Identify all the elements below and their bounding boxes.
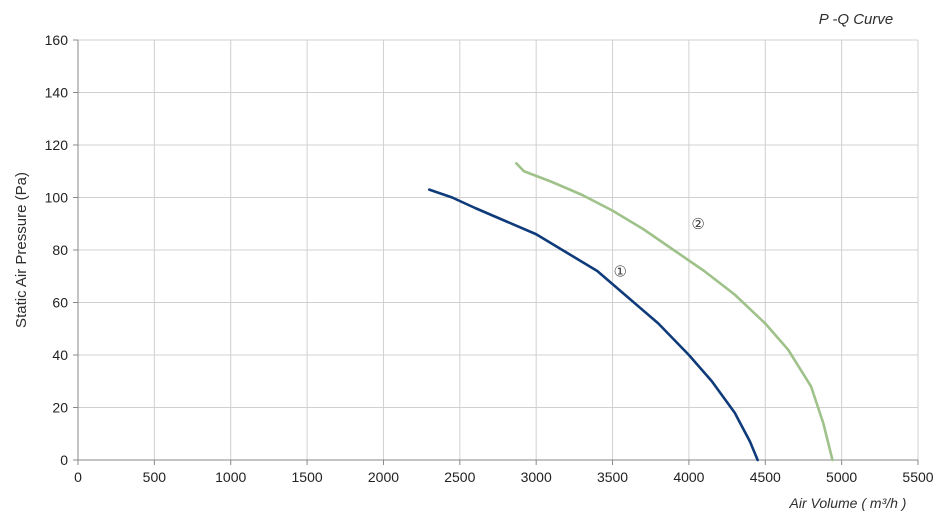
y-tick-label: 160 [45, 32, 69, 48]
x-tick-label: 0 [74, 469, 82, 485]
x-tick-label: 5000 [826, 469, 857, 485]
y-tick-label: 0 [60, 452, 68, 468]
y-tick-label: 140 [45, 85, 69, 101]
y-tick-label: 100 [45, 190, 69, 206]
x-tick-label: 1500 [292, 469, 323, 485]
x-tick-label: 5500 [902, 469, 933, 485]
y-axis-label: Static Air Pressure (Pa) [13, 172, 30, 328]
chart-svg: 0500100015002000250030003500400045005000… [0, 0, 934, 520]
x-tick-label: 2500 [444, 469, 475, 485]
y-tick-label: 40 [52, 347, 68, 363]
x-tick-label: 4500 [750, 469, 781, 485]
y-tick-label: 120 [45, 137, 69, 153]
x-tick-label: 3000 [521, 469, 552, 485]
y-tick-label: 20 [52, 400, 68, 416]
x-tick-label: 3500 [597, 469, 628, 485]
chart-title: P -Q Curve [819, 11, 893, 28]
chart-bg [0, 0, 934, 520]
x-axis-label: Air Volume ( m³/h ) [789, 495, 907, 511]
x-tick-label: 4000 [673, 469, 704, 485]
curve-1-label: ① [613, 263, 626, 280]
pq-curve-chart: 0500100015002000250030003500400045005000… [0, 0, 934, 520]
y-tick-label: 60 [52, 295, 68, 311]
curve-2-label: ② [691, 216, 704, 233]
x-tick-label: 2000 [368, 469, 399, 485]
x-tick-label: 1000 [215, 469, 246, 485]
x-tick-label: 500 [143, 469, 167, 485]
y-tick-label: 80 [52, 242, 68, 258]
